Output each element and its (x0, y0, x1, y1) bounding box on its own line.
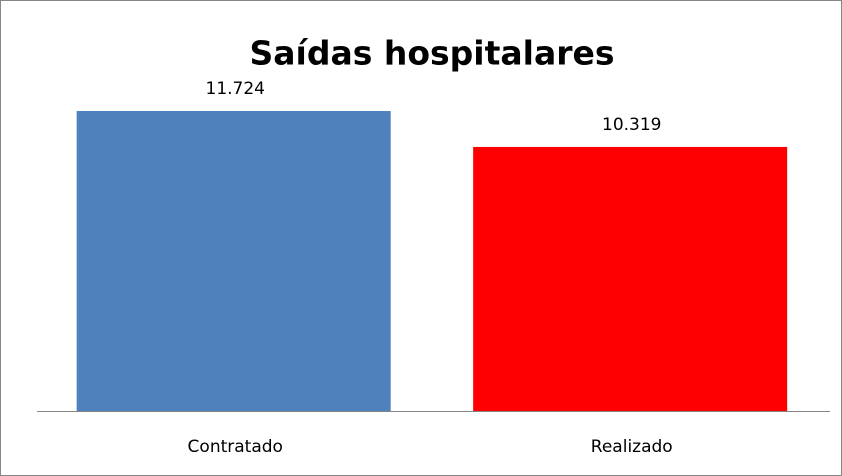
value-label: 11.724 (206, 79, 265, 99)
chart-title: Saídas hospitalares (249, 34, 614, 73)
x-tick-label: Contratado (188, 437, 283, 457)
value-label: 10.319 (602, 115, 661, 135)
x-tick-label: Realizado (591, 437, 673, 457)
bar (76, 111, 391, 411)
bar (473, 146, 788, 411)
